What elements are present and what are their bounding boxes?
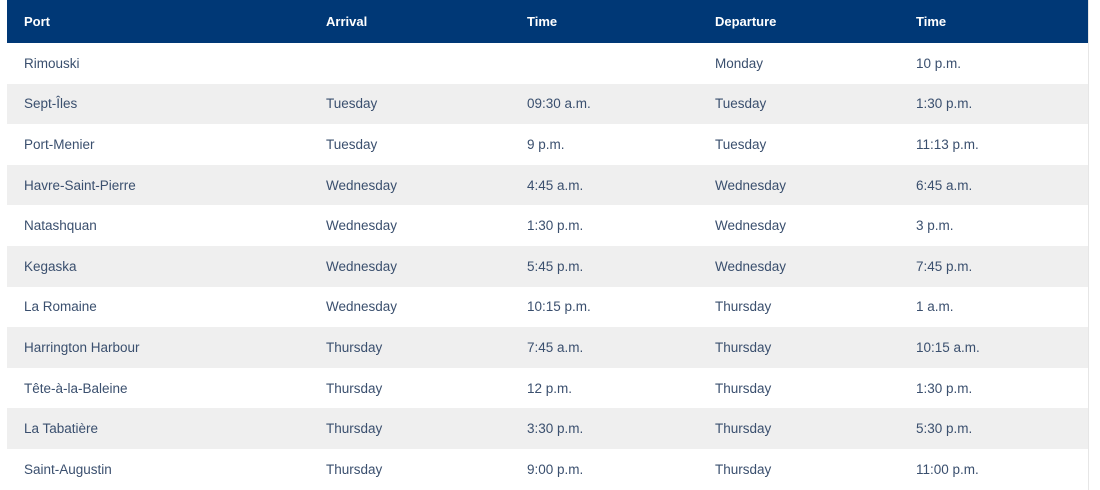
- cell-departure-time: 1:30 p.m.: [916, 380, 973, 396]
- table-row: Natashquan Wednesday 1:30 p.m. Wednesday 3 p…: [7, 205, 1088, 246]
- table-row: Rimouski Monday 10 p.m.: [7, 43, 1088, 84]
- cell-arrival-time: 3:30 p.m.: [510, 408, 698, 449]
- cell-departure-time: 11:13 p.m.: [916, 136, 979, 152]
- table-body: Rimouski Monday 10 p.m. Sept-Îles Tuesday 09:…: [7, 43, 1088, 490]
- table-row: La Romaine Wednesday 10:15 p.m. Thursday 1 a…: [7, 287, 1088, 328]
- cell-arrival-day: [309, 43, 510, 84]
- table-row: La Tabatière Thursday 3:30 p.m. Thursday 5:3…: [7, 408, 1088, 449]
- cell-arrival-day: Tuesday: [309, 83, 510, 125]
- cell-arrival-day: Thursday: [326, 380, 383, 396]
- cell-arrival-day: Wednesday: [326, 299, 398, 315]
- cell-arrival-time: 1:30 p.m.: [527, 218, 584, 234]
- header-departure-time: Time: [899, 0, 1088, 43]
- cell-port: Kegaska: [7, 245, 309, 287]
- cell-departure-time: 10 p.m.: [916, 55, 962, 71]
- cell-arrival-time: 9:00 p.m.: [527, 461, 584, 477]
- cell-arrival-time: 10:15 p.m.: [527, 299, 591, 315]
- cell-departure-time: 7:45 p.m.: [899, 245, 1088, 287]
- cell-port: Harrington Harbour: [7, 327, 309, 368]
- cell-departure-time: 6:45 a.m.: [899, 164, 1088, 206]
- cell-port: Sept-Îles: [7, 83, 309, 125]
- cell-departure-time: 11:00 p.m.: [916, 461, 979, 477]
- cell-departure-time: 1 a.m.: [916, 299, 954, 315]
- cell-departure-time: 10:15 a.m.: [899, 327, 1088, 368]
- cell-departure-day: Wednesday: [715, 218, 787, 234]
- cell-port: Rimouski: [24, 55, 80, 71]
- cell-port: La Tabatière: [7, 408, 309, 449]
- cell-arrival-time: [510, 43, 698, 84]
- table-row: Kegaska Wednesday 5:45 p.m. Wednesday 7:45 p…: [7, 245, 1088, 287]
- cell-arrival-day: Wednesday: [309, 245, 510, 287]
- cell-arrival-day: Thursday: [309, 408, 510, 449]
- cell-departure-day: Thursday: [698, 408, 899, 449]
- cell-departure-day: Thursday: [698, 327, 899, 368]
- cell-port: Saint-Augustin: [24, 461, 112, 477]
- cell-port: Havre-Saint-Pierre: [7, 164, 309, 206]
- cell-arrival-time: 12 p.m.: [527, 380, 573, 396]
- cell-departure-day: Thursday: [715, 461, 772, 477]
- cell-departure-day: Thursday: [715, 299, 772, 315]
- table-row: Sept-Îles Tuesday 09:30 a.m. Tuesday 1:30 p.…: [7, 83, 1088, 125]
- cell-departure-day: Wednesday: [698, 164, 899, 206]
- cell-port: La Romaine: [24, 299, 97, 315]
- cell-arrival-day: Thursday: [309, 327, 510, 368]
- table-row: Tête-à-la-Baleine Thursday 12 p.m. Thursday…: [7, 368, 1088, 409]
- table-row: Saint-Augustin Thursday 9:00 p.m. Thursday 1…: [7, 449, 1088, 490]
- cell-arrival-time: 9 p.m.: [527, 136, 565, 152]
- header-arrival: Arrival: [309, 0, 510, 43]
- cell-departure-time: 1:30 p.m.: [899, 83, 1088, 125]
- schedule-table-container: Port Arrival Time Departure Time Rimousk…: [7, 0, 1089, 490]
- cell-arrival-time: 5:45 p.m.: [510, 245, 698, 287]
- cell-arrival-time: 4:45 a.m.: [510, 164, 698, 206]
- cell-departure-day: Thursday: [715, 380, 772, 396]
- cell-port: Tête-à-la-Baleine: [24, 380, 128, 396]
- table-row: Port-Menier Tuesday 9 p.m. Tuesday 11:13 p.m…: [7, 124, 1088, 165]
- table-row: Harrington Harbour Thursday 7:45 a.m. Thurs…: [7, 327, 1088, 368]
- cell-departure-day: Tuesday: [698, 83, 899, 125]
- cell-departure-time: 3 p.m.: [916, 218, 954, 234]
- cell-departure-time: 5:30 p.m.: [899, 408, 1088, 449]
- cell-arrival-time: 7:45 a.m.: [510, 327, 698, 368]
- cell-arrival-day: Thursday: [326, 461, 383, 477]
- cell-port: Port-Menier: [24, 136, 95, 152]
- cell-departure-day: Wednesday: [698, 245, 899, 287]
- table-row: Havre-Saint-Pierre Wednesday 4:45 a.m. Wedn…: [7, 164, 1088, 206]
- cell-arrival-time: 09:30 a.m.: [510, 83, 698, 125]
- header-port: Port: [7, 0, 309, 43]
- cell-arrival-day: Wednesday: [309, 164, 510, 206]
- cell-departure-day: Monday: [715, 55, 764, 71]
- header-departure: Departure: [698, 0, 899, 43]
- cell-arrival-day: Wednesday: [326, 218, 398, 234]
- cell-arrival-day: Tuesday: [326, 136, 378, 152]
- schedule-table: Port Arrival Time Departure Time Rimousk…: [7, 0, 1088, 490]
- table-header-row: Port Arrival Time Departure Time: [7, 0, 1088, 43]
- header-arrival-time: Time: [510, 0, 698, 43]
- cell-port: Natashquan: [24, 218, 97, 234]
- cell-departure-day: Tuesday: [715, 136, 767, 152]
